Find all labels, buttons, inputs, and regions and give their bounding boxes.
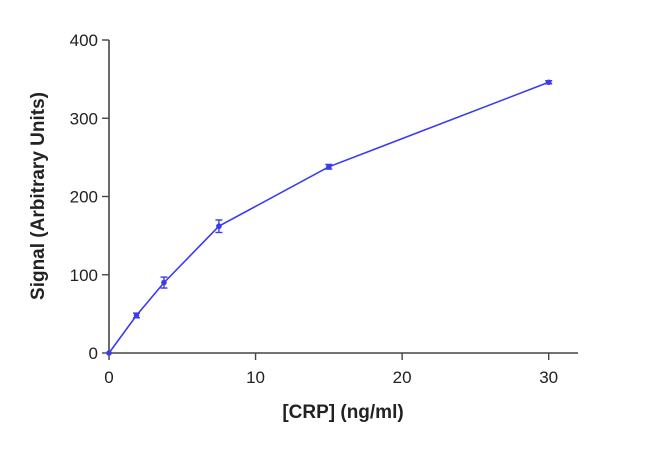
x-tick-label: 30 (539, 368, 558, 387)
x-ticks: 0 10 20 30 (104, 353, 558, 387)
data-point (161, 279, 167, 286)
data-point (133, 312, 140, 319)
series-layer (106, 79, 553, 356)
y-axis-title: Signal (Arbitrary Units) (28, 92, 49, 300)
y-tick-label: 0 (89, 344, 98, 363)
x-tick-label: 20 (393, 368, 412, 387)
series-line (108, 81, 549, 354)
data-point (106, 350, 112, 356)
data-point (216, 223, 222, 230)
y-tick-label: 200 (70, 188, 98, 207)
y-tick-label: 100 (70, 266, 98, 285)
y-axis: 0 100 200 300 400 (70, 31, 110, 363)
x-axis: 0 10 20 30 (104, 352, 578, 387)
y-ticks: 0 100 200 300 400 (70, 31, 109, 363)
x-axis-title: [CRP] (ng/ml) (282, 402, 403, 423)
x-tick-label: 10 (246, 368, 265, 387)
y-tick-label: 300 (70, 109, 98, 128)
data-point (326, 163, 332, 170)
data-point (545, 79, 552, 86)
x-tick-label: 0 (104, 368, 113, 387)
y-tick-label: 400 (70, 31, 98, 50)
